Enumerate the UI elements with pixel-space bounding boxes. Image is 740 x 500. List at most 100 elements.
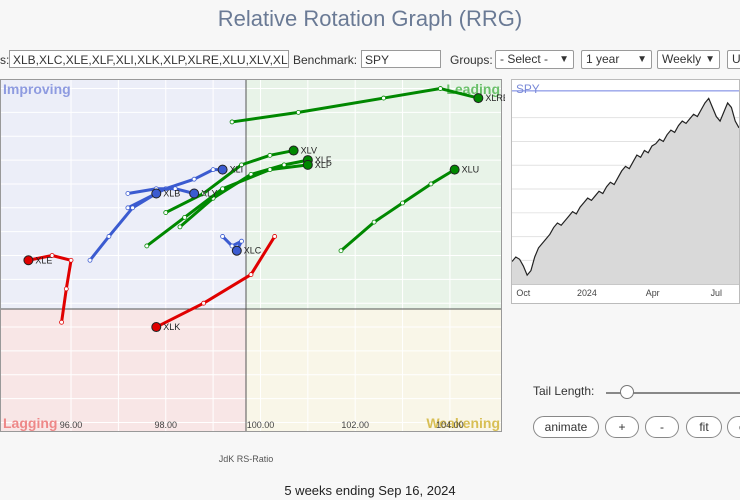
series-label-xli: XLI: [230, 165, 244, 175]
tail-point-xli: [210, 167, 216, 173]
tail-point-xli: [191, 176, 197, 182]
tail-point-xlu: [400, 200, 405, 206]
rrg-chart[interactable]: Improving Leading Lagging Weakening XLRE…: [0, 79, 505, 434]
series-head-xlb[interactable]: [151, 188, 162, 199]
spy-x-ticks: Oct 2024 Apr Jul: [516, 288, 722, 298]
clear-button[interactable]: c: [727, 416, 740, 438]
period-select[interactable]: 1 year ▼: [581, 50, 652, 69]
page-title: Relative Rotation Graph (RRG): [217, 6, 523, 31]
leading-quadrant: [246, 79, 502, 309]
fit-button[interactable]: fit: [686, 416, 722, 438]
tail-point-xlu: [338, 248, 344, 254]
chevron-down-icon: ▼: [559, 54, 569, 65]
x-tick-label: 98.00: [154, 420, 177, 430]
tail-point-xlu: [428, 181, 434, 187]
tail-point-xlb: [106, 234, 112, 239]
tail-point-xlc: [220, 234, 225, 239]
toolbar: s: XLB,XLC,XLE,XLF,XLI,XLK,XLP,XLRE,XLU,…: [0, 49, 740, 73]
spy-x-tick-label: Jul: [711, 288, 722, 298]
tail-point-xlb: [87, 257, 93, 263]
spy-area: [512, 98, 739, 285]
period-select-value: 1 year: [586, 52, 620, 66]
series-head-xlv[interactable]: [288, 145, 299, 156]
series-label-xlf: XLF: [315, 155, 332, 165]
tail-point-xle: [68, 257, 74, 263]
tail-point-xlk: [272, 234, 278, 239]
series-label-xly: XLY: [201, 188, 217, 198]
spy-x-tick-label: 2024: [577, 288, 597, 298]
zoom-out-button[interactable]: -: [645, 416, 679, 438]
x-tick-labels: 96.00 98.00 100.00 102.00 104.00: [60, 420, 464, 430]
x-tick-label: 100.00: [247, 420, 275, 430]
tail-point-xlre: [438, 86, 443, 91]
groups-select[interactable]: - Select - ▼: [495, 50, 574, 69]
tail-length-handle[interactable]: [620, 385, 634, 399]
tail-point-xlp: [220, 186, 225, 192]
series-label-xlv: XLV: [301, 146, 317, 156]
spy-x-tick-label: Oct: [516, 288, 530, 298]
spy-x-tick-label: Apr: [646, 288, 660, 298]
series-head-xlre[interactable]: [473, 93, 484, 104]
chevron-down-icon: ▼: [705, 54, 715, 65]
tail-point-xlc: [239, 238, 244, 244]
series-tail-xly: [126, 187, 196, 195]
series-label-xlu: XLU: [462, 165, 480, 175]
spy-chart: SPY Oct 2024 Apr Jul: [511, 79, 740, 304]
tail-point-xlre: [295, 109, 301, 115]
tail-point-xlre: [381, 95, 387, 101]
symbols-input[interactable]: XLB,XLC,XLE,XLF,XLI,XLK,XLP,XLRE,XLU,XLV…: [9, 50, 289, 68]
tail-point-xlk: [201, 300, 207, 306]
x-axis-label: JdK RS-Ratio: [218, 454, 274, 464]
benchmark-input[interactable]: SPY: [361, 50, 441, 68]
weakening-quadrant: [246, 309, 502, 432]
tail-point-xly: [125, 191, 131, 196]
lagging-quadrant: [0, 309, 246, 432]
symbols-label: s:: [0, 53, 10, 67]
tail-point-xlp: [267, 167, 273, 173]
benchmark-label: Benchmark:: [293, 53, 358, 67]
series-head-xly[interactable]: [189, 188, 200, 199]
period-footer: 5 weeks ending Sep 16, 2024: [284, 483, 456, 498]
gridlines: [0, 79, 502, 432]
tail-length-slider[interactable]: [606, 392, 740, 394]
series-label-xlre: XLRE: [485, 93, 505, 103]
x-tick-label: 102.00: [341, 420, 369, 430]
tail-point-xlre: [229, 119, 235, 125]
series-head-xlc[interactable]: [231, 245, 242, 256]
series-label-xlk: XLK: [163, 322, 180, 332]
x-tick-label: 96.00: [60, 420, 83, 430]
spy-line: [512, 97, 739, 277]
tail-point-xlu: [371, 219, 377, 225]
frequency-select[interactable]: Weekly ▼: [657, 50, 720, 69]
series-tail-xlk: [154, 234, 277, 329]
tail-point-xlv: [163, 210, 169, 215]
tail-point-xlk: [248, 272, 254, 277]
zoom-in-button[interactable]: +: [605, 416, 639, 438]
series-head-xli[interactable]: [217, 164, 228, 175]
lagging-label: Lagging: [3, 415, 57, 431]
plot-border: [0, 79, 502, 432]
tail-point-xlv: [201, 191, 207, 196]
tail-point-xlv: [239, 162, 244, 168]
tail-point-xlp: [144, 243, 150, 249]
weakening-label: Weakening: [426, 415, 500, 431]
tail-point-xly: [172, 186, 178, 192]
series-tail-xlc: [221, 234, 244, 253]
improving-label: Improving: [3, 81, 71, 97]
tail-point-xle: [49, 253, 55, 258]
spy-label: SPY: [516, 82, 540, 96]
series-head-xlk[interactable]: [151, 322, 162, 333]
x-tick-label: 104.00: [436, 420, 464, 430]
chevron-down-icon: ▼: [637, 54, 647, 65]
tail-point-xlc: [229, 243, 235, 249]
frequency-select-value: Weekly: [662, 52, 702, 66]
series-label-xlb: XLB: [163, 188, 180, 198]
series-label-xlc: XLC: [244, 246, 262, 256]
animate-button[interactable]: animate: [533, 416, 599, 438]
update-button[interactable]: U: [727, 50, 740, 69]
series-head-xlp[interactable]: [302, 159, 313, 170]
series-tail-xlb: [88, 191, 158, 262]
series-head-xle[interactable]: [23, 255, 34, 266]
series-head-xlu[interactable]: [449, 164, 460, 175]
